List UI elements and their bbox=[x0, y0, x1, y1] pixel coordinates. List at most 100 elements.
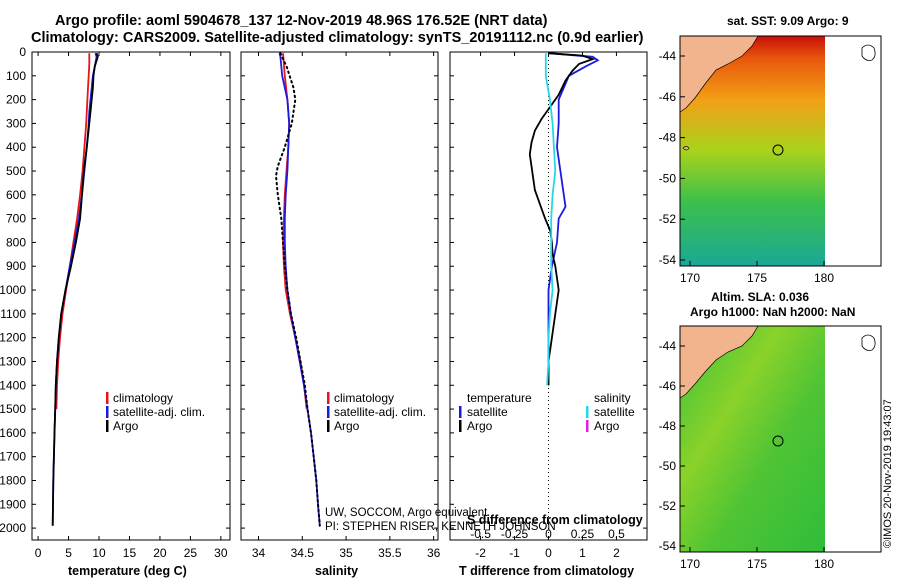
map-y-tick-label: -44 bbox=[659, 49, 677, 63]
series-climatology bbox=[55, 53, 91, 410]
pressure-tick-label: 1500 bbox=[0, 402, 26, 416]
argo-float-marker-sst bbox=[772, 144, 784, 156]
x-tick-label: 15 bbox=[123, 546, 137, 560]
legend-header-temperature: temperature bbox=[467, 391, 532, 405]
salinity-xlabel: salinity bbox=[315, 564, 358, 578]
x-tick-label: 34.5 bbox=[291, 546, 315, 560]
legend-header-salinity: salinity bbox=[594, 391, 631, 405]
pressure-tick-label: 500 bbox=[6, 164, 26, 178]
map-y-tick-label: -44 bbox=[659, 339, 677, 353]
map-y-tick-label: -54 bbox=[659, 253, 677, 267]
map-y-tick-label: -48 bbox=[659, 419, 677, 433]
pressure-tick-label: 1200 bbox=[0, 331, 26, 345]
salinity-axes-frame bbox=[240, 51, 439, 541]
sla-map-nodata bbox=[825, 326, 881, 552]
salinity-diff-tick-labels: -0.5 -0.25 0 0.25 0.5 bbox=[470, 527, 625, 541]
sla-map-title2: Argo h1000: NaN h2000: NaN bbox=[690, 305, 855, 319]
map-y-tick-label: -50 bbox=[659, 171, 677, 185]
series-argo bbox=[51, 52, 99, 526]
x-tick-label: 35.5 bbox=[378, 546, 402, 560]
difference-legend: temperature salinity satellite Argo sate… bbox=[459, 391, 635, 433]
temperature-ticks: 0 5 10 15 20 25 30 bbox=[32, 51, 230, 560]
sst-map-island-stewart bbox=[682, 146, 690, 151]
legend-swatch-s-satellite bbox=[586, 406, 589, 418]
pressure-tick-label: 1900 bbox=[0, 497, 26, 511]
map-y-tick-label: -52 bbox=[659, 212, 677, 226]
sla-map-ticks: 170 175 180 -44 -46 -48 -50 -52 -54 bbox=[659, 339, 835, 571]
sst-map: sat. SST: 9.09 Argo: 9 170 175 180 -44 -46 -4… bbox=[659, 14, 882, 285]
legend-swatch-t-argo bbox=[459, 420, 462, 432]
temperature-panel: 0 5 10 15 20 25 30 temperature (deg C) climato… bbox=[31, 51, 231, 578]
pressure-axis-labels: 0 100 200 300 400 500 600 700 800 900 1000 1100 1200… bbox=[0, 45, 26, 535]
sla-map-frame bbox=[679, 325, 882, 553]
copyright-timestamp: ©IMOS 20-Nov-2019 19:43:07 bbox=[882, 399, 894, 548]
sla-map-chatham-island bbox=[861, 334, 876, 351]
legend-swatch-climatology bbox=[106, 392, 109, 404]
pressure-tick-label: 1000 bbox=[0, 283, 26, 297]
pressure-tick-label: 600 bbox=[6, 188, 26, 202]
map-y-tick-label: -48 bbox=[659, 131, 677, 145]
x-tick-label: 25 bbox=[184, 546, 198, 560]
legend-swatch-t-satellite bbox=[459, 406, 462, 418]
s-diff-tick-label: 0.5 bbox=[608, 527, 625, 541]
map-y-tick-label: -52 bbox=[659, 499, 677, 513]
credit-line1: UW, SOCCOM, Argo equivalent bbox=[325, 507, 488, 519]
map-y-tick-label: -54 bbox=[659, 539, 677, 553]
sst-map-title: sat. SST: 9.09 Argo: 9 bbox=[727, 14, 849, 28]
legend-swatch-argo bbox=[106, 420, 109, 432]
pressure-tick-label: 800 bbox=[6, 235, 26, 249]
x-tick-label: 30 bbox=[214, 546, 228, 560]
s-diff-tick-label: -0.25 bbox=[501, 527, 529, 541]
sst-map-ticks: 170 175 180 -44 -46 -48 -50 -52 -54 bbox=[659, 49, 835, 285]
pressure-tick-label: 200 bbox=[6, 93, 26, 107]
figure-title-line2: Climatology: CARS2009. Satellite-adjuste… bbox=[31, 30, 644, 46]
legend-satellite: satellite-adj. clim. bbox=[334, 405, 426, 419]
x-tick-label: -1 bbox=[509, 546, 520, 560]
series-t-satellite bbox=[547, 52, 600, 386]
map-y-tick-label: -50 bbox=[659, 459, 677, 473]
map-y-tick-label: -46 bbox=[659, 379, 677, 393]
legend-t-argo: Argo bbox=[467, 419, 493, 433]
x-tick-label: 36 bbox=[427, 546, 441, 560]
temperature-legend: climatology satellite-adj. clim. Argo bbox=[106, 391, 205, 433]
temperature-xlabel: temperature (deg C) bbox=[68, 564, 187, 578]
credit-line2: PI: STEPHEN RISER, KENNETH JOHNSON bbox=[325, 521, 556, 533]
argo-float-marker-sla bbox=[772, 435, 784, 447]
difference-panel: -2 -1 0 1 2 T difference from climatology S … bbox=[449, 51, 648, 578]
legend-swatch-satellite bbox=[327, 406, 330, 418]
s-diff-tick-label: 0.25 bbox=[571, 527, 595, 541]
x-tick-label: 2 bbox=[613, 546, 620, 560]
map-x-tick-label: 180 bbox=[814, 271, 834, 285]
map-x-tick-label: 180 bbox=[814, 557, 834, 571]
x-tick-label: 0 bbox=[35, 546, 42, 560]
x-tick-label: 20 bbox=[153, 546, 167, 560]
pressure-tick-label: 2000 bbox=[0, 521, 26, 535]
legend-climatology: climatology bbox=[113, 391, 173, 405]
pressure-tick-label: 1300 bbox=[0, 354, 26, 368]
map-y-tick-label: -46 bbox=[659, 90, 677, 104]
sst-map-land bbox=[679, 35, 759, 113]
legend-argo: Argo bbox=[334, 419, 360, 433]
map-x-tick-label: 170 bbox=[680, 557, 700, 571]
pressure-tick-label: 900 bbox=[6, 259, 26, 273]
legend-swatch-s-argo bbox=[586, 420, 589, 432]
legend-swatch-satellite bbox=[106, 406, 109, 418]
map-x-tick-label: 175 bbox=[747, 271, 767, 285]
x-tick-label: 34 bbox=[252, 546, 266, 560]
legend-t-satellite: satellite bbox=[467, 405, 508, 419]
legend-satellite: satellite-adj. clim. bbox=[113, 405, 205, 419]
temperature-axes-frame bbox=[31, 51, 231, 541]
legend-swatch-climatology bbox=[327, 392, 330, 404]
x-tick-label: -2 bbox=[475, 546, 486, 560]
sst-map-nodata bbox=[825, 36, 881, 266]
figure-title-line1: Argo profile: aoml 5904678_137 12-Nov-20… bbox=[55, 13, 548, 29]
sst-map-frame bbox=[679, 35, 882, 267]
legend-swatch-argo bbox=[327, 420, 330, 432]
series-s-satellite bbox=[544, 53, 557, 386]
legend-s-satellite: satellite bbox=[594, 405, 635, 419]
map-x-tick-label: 175 bbox=[747, 557, 767, 571]
pressure-tick-label: 400 bbox=[6, 140, 26, 154]
legend-argo: Argo bbox=[113, 419, 139, 433]
s-diff-tick-label: -0.5 bbox=[470, 527, 491, 541]
